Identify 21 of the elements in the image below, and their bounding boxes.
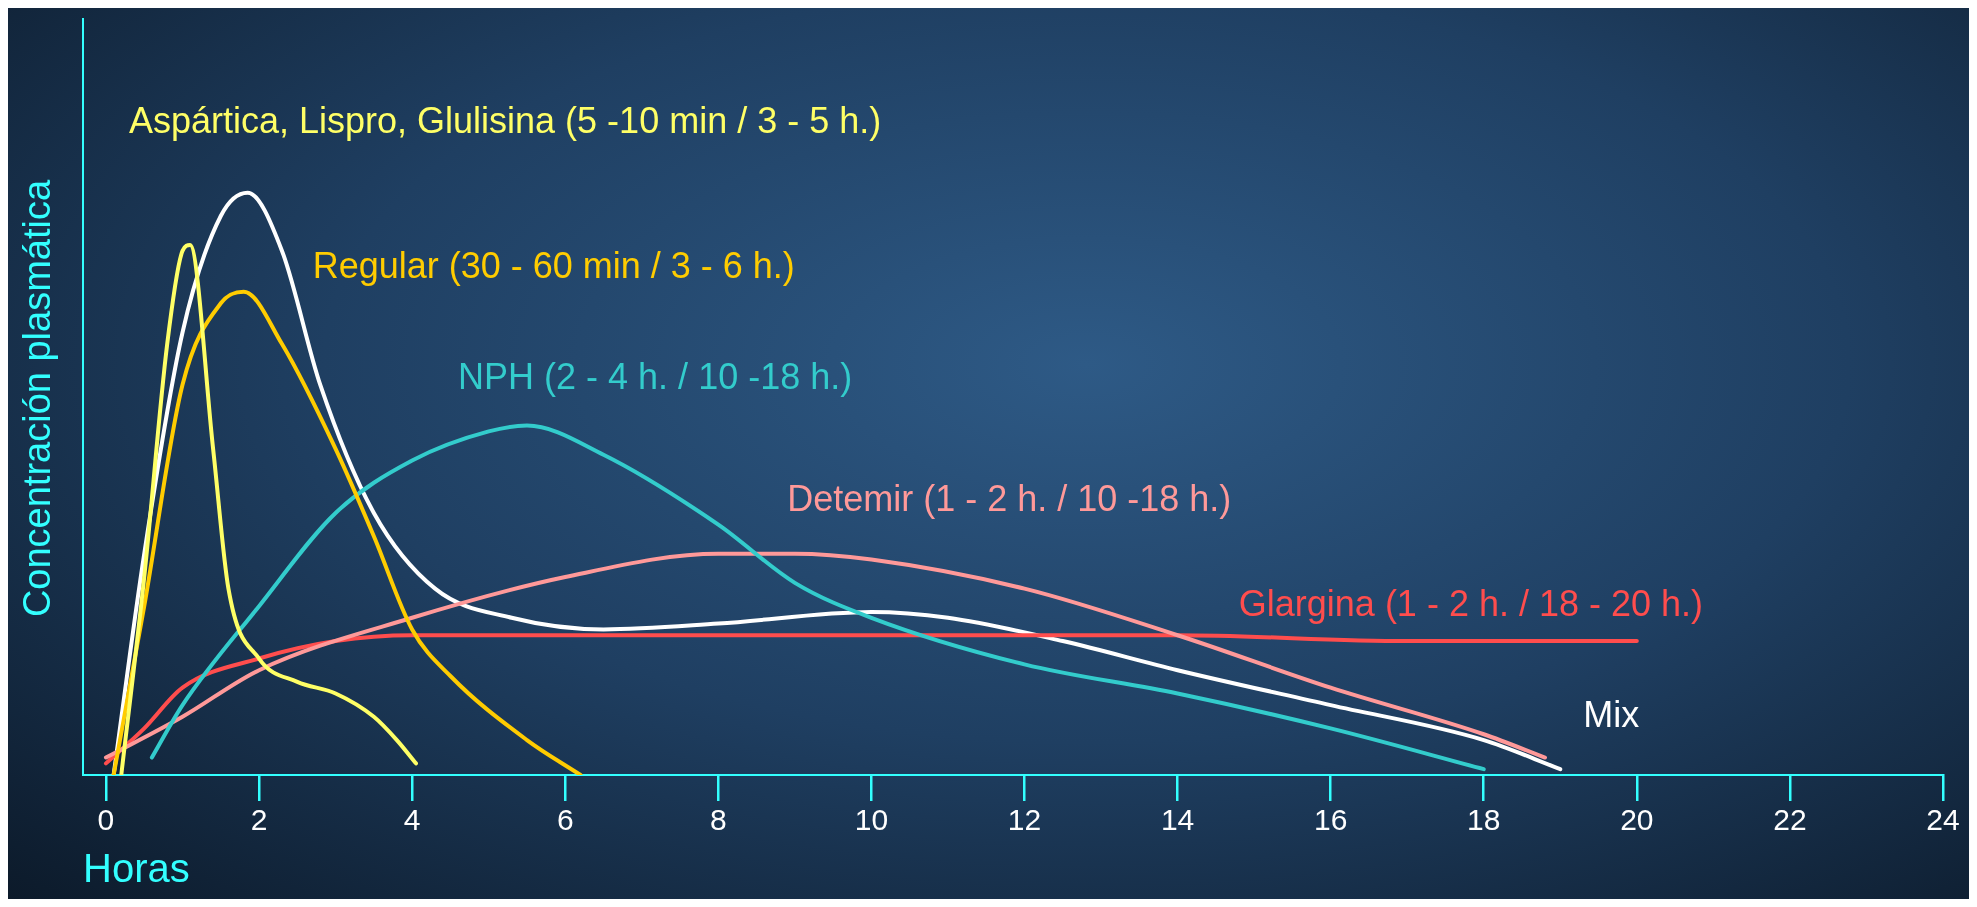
series-label: Mix xyxy=(1583,693,1640,735)
x-tick-label: 20 xyxy=(1620,803,1654,837)
x-tick-label: 8 xyxy=(709,803,727,837)
y-axis-title: Concentración plasmática xyxy=(16,179,60,617)
x-tick-label: 12 xyxy=(1007,803,1042,837)
x-tick-label: 2 xyxy=(250,803,268,837)
series-label: Detemir (1 - 2 h. / 10 -18 h.) xyxy=(787,478,1232,520)
series-label: Glargina (1 - 2 h. / 18 - 20 h.) xyxy=(1238,583,1704,625)
x-tick-label: 0 xyxy=(97,803,115,837)
text: Aspártica, Lispro, Glulisina (5 -10 min / 3 - 5 h.) xyxy=(128,99,882,141)
x-tick-label: 10 xyxy=(854,803,889,837)
x-tick-label: 24 xyxy=(1926,803,1960,837)
x-tick-label: 4 xyxy=(403,803,421,837)
series-label: NPH (2 - 4 h. / 10 -18 h.) xyxy=(458,355,853,397)
x-tick-label: 16 xyxy=(1313,803,1348,837)
x-tick-label: 6 xyxy=(556,803,574,837)
x-tick-label: 14 xyxy=(1160,803,1195,837)
x-tick-label: 22 xyxy=(1773,803,1807,837)
x-tick-label: 18 xyxy=(1467,803,1501,837)
series-label: Regular (30 - 60 min / 3 - 6 h.) xyxy=(312,245,795,287)
x-axis-title: Horas xyxy=(83,846,190,891)
